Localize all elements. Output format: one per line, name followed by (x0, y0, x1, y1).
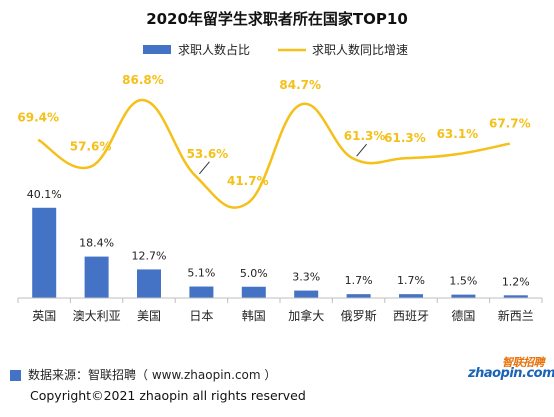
bar-value-label: 5.0% (240, 267, 268, 280)
line-value-label: 69.4% (17, 111, 59, 125)
x-tick-label: 英国 (32, 309, 56, 323)
bar-value-label: 1.2% (502, 275, 530, 288)
line-series (37, 98, 511, 209)
bar (137, 269, 161, 298)
legend-bar-swatch (143, 45, 171, 54)
logo-mark-cn: 智联招聘 (502, 356, 545, 369)
line-value-label: 41.7% (227, 174, 269, 188)
bar (189, 286, 214, 298)
zhaopin-logo: 智联招聘 zhaopin.com (468, 354, 554, 384)
bar (84, 256, 109, 298)
bar-value-label: 18.4% (79, 237, 114, 250)
line-value-label: 53.6% (187, 147, 229, 161)
x-tick-label: 德国 (451, 308, 475, 323)
copyright: Copyright©2021 zhaopin all rights reserv… (30, 388, 306, 403)
source-marker (10, 370, 21, 381)
bar-value-label: 1.7% (345, 274, 373, 287)
bar (32, 207, 57, 298)
x-tick-label: 新西兰 (498, 308, 534, 323)
line-value-label: 61.3% (384, 131, 426, 145)
bar-value-label: 3.3% (292, 271, 320, 284)
bar-value-label: 5.1% (187, 267, 215, 280)
legend-line-label: 求职人数同比增速 (312, 42, 408, 57)
line-value-label: 67.7% (489, 117, 531, 131)
bar (503, 295, 528, 298)
line-labels: 69.4% 57.6% 86.8% 53.6% 41.7% 84.7% 61.3%61.3%… (17, 73, 530, 188)
line-value-label: 86.8% (122, 73, 164, 87)
line-value-label: 57.6% (70, 140, 112, 154)
growth-line (37, 98, 511, 209)
x-tick-label: 加拿大 (288, 308, 324, 323)
line-value-label: 84.7% (279, 78, 321, 92)
x-tick-label: 俄罗斯 (341, 309, 377, 323)
bar-value-label: 1.5% (449, 275, 477, 288)
bar (399, 294, 423, 298)
x-tick-label: 美国 (137, 309, 161, 323)
chart-title: 2020年留学生求职者所在国家TOP10 (146, 10, 408, 28)
bar (451, 294, 476, 298)
legend: 求职人数占比 求职人数同比增速 (143, 42, 408, 57)
bar (241, 286, 266, 298)
label-leader-line (199, 161, 210, 175)
logo-mark-en: zhaopin.com (468, 366, 554, 381)
label-leader-line (356, 143, 367, 157)
bar-series (32, 207, 528, 298)
bar (346, 294, 371, 298)
bar-labels: 40.1% 18.4% 12.7% 5.1% 5.0% 3.3% 1.7% 1.7% 1.5% 1… (27, 188, 530, 289)
data-source: 数据来源：智联招聘（ www.zhaopin.com ） (28, 368, 277, 382)
legend-bar-label: 求职人数占比 (178, 42, 250, 57)
x-tick-label: 日本 (189, 309, 213, 323)
x-tick-label: 韩国 (242, 308, 266, 323)
x-tick-label: 澳大利亚 (73, 309, 121, 323)
x-axis: 英国 澳大利亚 美国 日本 韩国 加拿大 俄罗斯 西班牙 德国 新西兰 (17, 297, 543, 323)
bar-value-label: 40.1% (27, 188, 62, 201)
line-value-label: 61.3% (344, 129, 386, 143)
bar-value-label: 1.7% (397, 274, 425, 287)
bar (294, 290, 319, 298)
bar-value-label: 12.7% (132, 249, 167, 262)
line-value-label: 63.1% (437, 127, 479, 141)
x-tick-label: 西班牙 (393, 309, 429, 323)
